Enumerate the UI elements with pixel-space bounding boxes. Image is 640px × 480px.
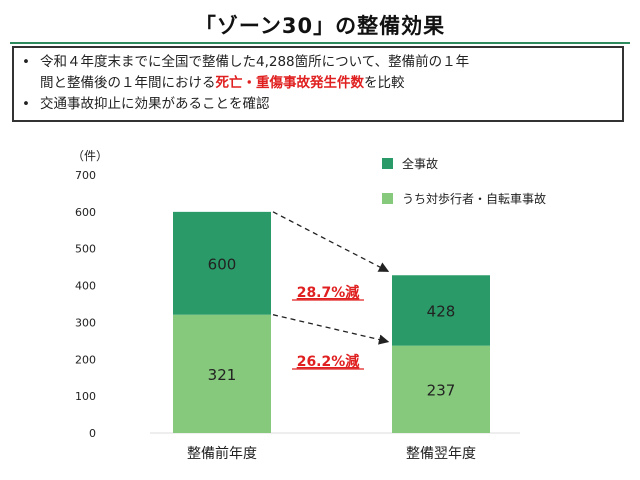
legend-swatch-total (382, 158, 393, 169)
y-tick-label: 600 (75, 206, 96, 219)
data-label-pedestrian: 321 (208, 366, 237, 384)
page-title: 「ゾーン30」の整備効果 (194, 14, 446, 38)
bullet-mark: • (22, 54, 30, 70)
bar-segment-total (392, 275, 490, 346)
summary-line-2a: 間と整備後の１年間における (40, 75, 216, 91)
arrow-total-decrease (272, 211, 390, 272)
reduction-annotation: 26.2%減 (297, 353, 360, 370)
summary-highlight: 死亡・重傷事故発生件数 (215, 75, 365, 91)
y-tick-label: 700 (75, 169, 96, 182)
bar-segment-total (173, 211, 271, 315)
x-category-label: 整備前年度 (187, 445, 257, 462)
y-tick-label: 400 (75, 280, 96, 293)
reduction-annotation: 28.7%減 (297, 284, 360, 301)
summary-box: • 令和４年度末までに全国で整備した4,288箇所について、整備前の１年 間と整… (12, 46, 624, 122)
summary-line-1: 令和４年度末までに全国で整備した4,288箇所について、整備前の１年 (40, 54, 470, 70)
data-label-pedestrian: 237 (427, 381, 456, 399)
summary-bullet-2: • 交通事故抑止に効果があることを確認 (22, 94, 614, 115)
y-tick-label: 0 (89, 427, 96, 440)
arrow-pedestrian-decrease (272, 314, 390, 345)
summary-line-3: 交通事故抑止に効果があることを確認 (40, 96, 270, 112)
y-tick-label: 500 (75, 243, 96, 256)
summary-bullet-1: • 令和４年度末までに全国で整備した4,288箇所について、整備前の１年 (22, 52, 614, 73)
y-tick-label: 100 (75, 390, 96, 403)
y-axis-unit-label: （件） (72, 149, 108, 163)
y-tick-label: 300 (75, 316, 96, 329)
bar-segment-pedestrian (392, 345, 490, 433)
legend-swatch-pedestrian (382, 193, 393, 204)
summary-bullet-1-cont: 間と整備後の１年間における 死亡・重傷事故発生件数 を比較 (22, 73, 614, 94)
y-tick-label: 200 (75, 353, 96, 366)
x-category-label: 整備翌年度 (406, 446, 476, 462)
bullet-mark: • (22, 96, 30, 112)
title-bar: 「ゾーン30」の整備効果 (10, 8, 630, 44)
bar-segment-pedestrian (173, 314, 271, 433)
data-label-total: 428 (427, 302, 456, 320)
summary-line-2b: を比較 (364, 75, 405, 91)
data-label-total: 600 (208, 255, 237, 273)
legend-label-total: 全事故 (402, 156, 438, 171)
legend-label-pedestrian: うち対歩行者・自転車事故 (402, 191, 546, 206)
